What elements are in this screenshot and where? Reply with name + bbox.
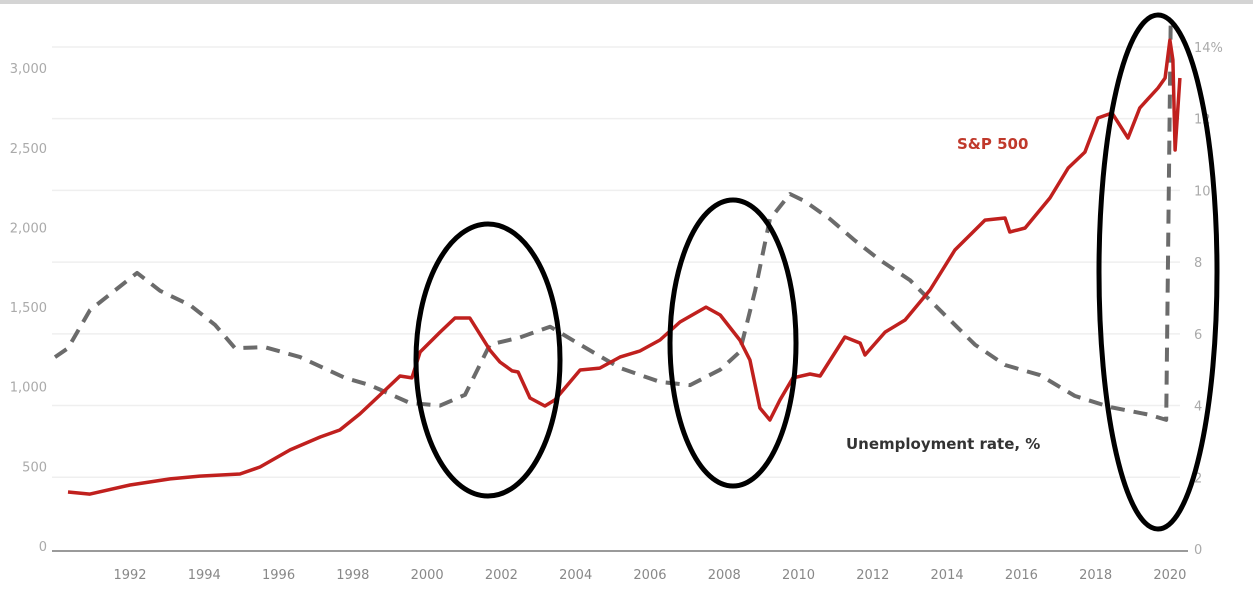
unemployment-series-label: Unemployment rate, % [846,435,1040,453]
left-y-tick-label: 1,000 [10,381,47,396]
x-tick-label: 2020 [1153,568,1186,583]
unemployment-rate-line [53,21,1173,422]
x-tick-label: 2006 [633,568,666,583]
left-y-tick-label: 3,000 [10,62,47,77]
series-lines [53,21,1182,496]
x-tick-label: 2014 [931,568,964,583]
top-border [0,0,1253,4]
x-tick-label: 2016 [1005,568,1038,583]
x-tick-label: 2012 [856,568,889,583]
right-y-tick-label: 0 [1194,543,1202,558]
left-y-tick-label: 1,500 [10,301,47,316]
x-tick-label: 2002 [485,568,518,583]
x-tick-label: 2008 [708,568,741,583]
highlight-ellipse-2020 [1096,12,1220,532]
left-y-tick-label: 2,500 [10,142,47,157]
right-y-tick-label: 10 [1194,184,1211,199]
x-tick-label: 2018 [1079,568,1112,583]
highlight-ellipse-2008 [667,197,799,489]
x-tick-label: 2000 [411,568,444,583]
right-y-tick-label: 2 [1194,471,1202,486]
sp500-series-label: S&P 500 [957,135,1028,153]
x-tick-label: 1998 [336,568,369,583]
left-y-tick-label: 2,000 [10,221,47,236]
x-axis-ticks: 1992 1994 1996 1998 2000 2002 2004 2006 2008 2010… [113,568,1186,583]
x-tick-label: 1994 [188,568,221,583]
left-y-tick-label: 0 [39,540,47,555]
right-y-tick-label: 8 [1194,256,1202,271]
x-tick-label: 2004 [559,568,592,583]
x-tick-label: 1996 [262,568,295,583]
highlight-ellipse-2001 [413,221,563,499]
x-tick-label: 2010 [782,568,815,583]
left-y-axis-ticks: 0 500 1,000 1,500 2,000 2,500 3,000 [10,62,47,555]
x-tick-label: 1992 [113,568,146,583]
right-y-tick-label: 14% [1194,41,1223,56]
right-y-tick-label: 4 [1194,400,1202,415]
left-y-tick-label: 500 [22,460,47,475]
gridlines [52,46,1180,479]
right-y-tick-label: 6 [1194,328,1202,343]
highlight-ellipses [413,12,1220,532]
sp500-line [67,38,1182,496]
